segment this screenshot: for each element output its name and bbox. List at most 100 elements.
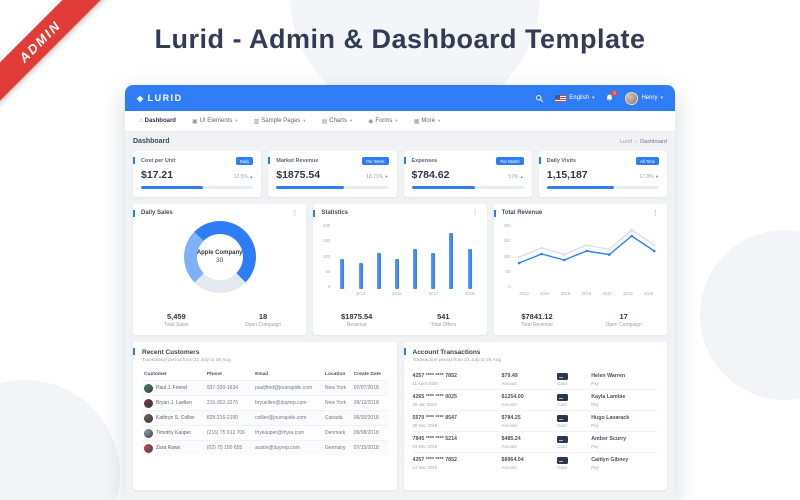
chart-cards-row: Daily Sales ⋮ Apple Company 30 5,459 Tot… — [133, 204, 667, 335]
period-badge[interactable]: Per Week — [362, 157, 389, 165]
stat-card-expenses: Expenses Per Month $784.62 57% ▲ — [403, 151, 532, 197]
card-subtitle: Transaction period from 21 July to 25 Au… — [142, 358, 231, 363]
credit-card-icon — [557, 372, 569, 380]
table-row[interactable]: Timothy Kauper (216) 75 612 706 thykaupe… — [142, 425, 388, 441]
bar-2013[interactable] — [358, 262, 363, 289]
chevron-down-icon: ▾ — [395, 118, 398, 123]
line-chart-x-axis: 2013 2014 2015 2016 2017 2018 2019 — [519, 291, 654, 296]
card-accent — [268, 157, 271, 164]
table-row[interactable]: Paul J. Friend 937-330-1634 pauljfmd@jou… — [142, 380, 388, 396]
language-selector[interactable]: English ▾ — [555, 94, 594, 102]
card-accent — [313, 210, 316, 217]
breadcrumb-item[interactable]: Lurid — [620, 138, 633, 145]
account-transactions-card: Account Transactions Transaction period … — [403, 342, 667, 490]
stat-delta: 18.71% ▼ — [366, 174, 389, 180]
stat-value: $784.62 — [411, 169, 450, 181]
period-badge[interactable]: Per Month — [496, 157, 524, 165]
admin-ribbon-label: ADMIN — [0, 0, 110, 112]
period-badge[interactable]: All Time — [636, 157, 659, 165]
transaction-row[interactable]: 4257 **** **** 7852 11 April 2020 $79.49 A… — [412, 369, 658, 390]
transaction-row[interactable]: 5570 **** **** 8547 08 Dec 2018 $784.25 Am… — [412, 411, 658, 432]
user-menu[interactable]: Henry ▾ — [625, 91, 663, 105]
card-accent — [403, 157, 406, 164]
brand-logo[interactable]: ◈ LURID — [137, 93, 183, 103]
card-accent — [133, 157, 135, 164]
notifications-button[interactable]: 3 — [605, 90, 618, 103]
credit-card-icon — [557, 414, 569, 422]
background-blob — [0, 380, 120, 500]
daily-sales-donut-chart[interactable]: Apple Company 30 — [183, 221, 256, 293]
table-row[interactable]: Kathryn S. Collier 828-216-2190 collier@… — [142, 410, 388, 426]
menu-item-dashboard[interactable]: ⌂ Dashboard — [139, 118, 176, 124]
credit-card-icon — [557, 393, 569, 401]
arrow-up-icon: ▲ — [519, 174, 524, 179]
bar-2014[interactable] — [376, 252, 381, 289]
us-flag-icon — [555, 94, 567, 102]
card-title: Recent Customers — [142, 349, 200, 356]
card-accent — [133, 348, 135, 355]
stat-value: $1875.54 — [276, 169, 321, 181]
table-row[interactable]: Bryan J. Luellen 215-302-3376 bryuellen@… — [142, 395, 388, 411]
menu-item-charts[interactable]: ▤ Charts ▾ — [321, 118, 353, 125]
statistics-card: Statistics ⋮ 200 150 100 50 0 2013 2015 2017 20… — [313, 204, 487, 335]
customers-table: Customer Phone Email Location Create Date Pa… — [142, 369, 388, 455]
stat-value: $17.21 — [141, 169, 174, 181]
top-navbar: ◈ LURID English ▾ 3 Henry ▾ — [125, 85, 675, 111]
bottom-cards-row: Recent Customers Transaction period from… — [133, 342, 667, 490]
chart-stat: $1875.54 Revenue — [341, 312, 373, 328]
line-chart-svg — [517, 228, 656, 265]
chart-stat: $7841.12 Total Revenue — [521, 312, 553, 328]
transaction-row[interactable]: 4265 **** **** 0025 28 Jan 2019 $1254.00 A… — [412, 390, 658, 411]
avatar — [144, 383, 153, 393]
menu-item-more[interactable]: ▦ More ▾ — [413, 118, 441, 125]
column-header: Customer — [144, 372, 167, 377]
period-badge[interactable]: Daily — [235, 157, 254, 165]
chevron-down-icon: ▾ — [235, 118, 238, 123]
bar-2018[interactable] — [449, 232, 454, 289]
bar-2012[interactable] — [340, 259, 345, 289]
more-icon: ▦ — [413, 118, 420, 125]
column-header: Email — [255, 372, 269, 377]
bar-2016[interactable] — [413, 249, 418, 289]
statistics-bar-chart — [333, 223, 478, 289]
stat-card-market-revenue: Market Revenue Per Week $1875.54 18.71% … — [268, 151, 397, 197]
kebab-menu-icon[interactable]: ⋮ — [291, 210, 299, 217]
search-icon[interactable] — [535, 94, 544, 103]
avatar — [144, 413, 153, 423]
menu-item-ui-elements[interactable]: ▣ UI Elements ▾ — [191, 118, 238, 125]
main-menu: ⌂ Dashboard ▣ UI Elements ▾ ▥ Sample Pag… — [125, 111, 675, 132]
menu-item-sample-pages[interactable]: ▥ Sample Pages ▾ — [253, 118, 306, 125]
kebab-menu-icon[interactable]: ⋮ — [651, 210, 659, 217]
table-row[interactable]: Zara Raws (02) 75 150 655 austin@dayrep.… — [142, 440, 388, 455]
charts-icon: ▤ — [321, 118, 328, 125]
stat-delta: 57% ▲ — [508, 174, 524, 180]
transaction-row[interactable]: 7845 **** **** 5214 03 Dec 2018 $485.24 Am… — [412, 432, 658, 453]
breadcrumb: Lurid › Dashboard — [620, 139, 667, 145]
card-subtitle: Transaction period from 21 July to 25 Au… — [412, 358, 502, 363]
bar-chart-x-axis: 2013 2015 2017 2019 — [355, 291, 475, 296]
avatar — [625, 91, 639, 105]
stat-delta: 12.5% ▲ — [233, 174, 254, 180]
diamond-icon: ◈ — [137, 93, 145, 103]
column-header: Create Date — [353, 372, 381, 377]
breadcrumb-separator: › — [635, 138, 638, 145]
card-title: Total Revenue — [501, 210, 543, 216]
notification-badge: 3 — [611, 90, 618, 96]
brand-name: LURID — [147, 93, 183, 103]
arrow-up-icon: ▲ — [249, 174, 254, 179]
transaction-row[interactable]: 4257 **** **** 7852 12 Nov 2018 $8964.04 A… — [412, 456, 629, 470]
bar-2019[interactable] — [467, 249, 472, 289]
daily-sales-footer: 5,459 Total Sales 18 Open Compaign — [133, 312, 306, 328]
bar-2015[interactable] — [394, 259, 399, 289]
card-accent — [538, 157, 541, 164]
progress-bar — [276, 186, 389, 189]
bar-2017[interactable] — [431, 252, 436, 289]
total-revenue-footer: $7841.12 Total Revenue 17 Open Compaign — [494, 312, 667, 328]
kebab-menu-icon[interactable]: ⋮ — [471, 210, 479, 217]
bell-icon — [606, 94, 613, 101]
progress-bar — [141, 186, 254, 189]
statistics-footer: $1875.54 Revenue 541 Total Offers — [313, 312, 486, 328]
menu-item-forms[interactable]: ◉ Forms ▾ — [368, 118, 398, 125]
page-title: Lurid - Admin & Dashboard Template — [154, 24, 646, 54]
line-chart-y-axis: 200 150 100 50 0 — [503, 223, 511, 289]
